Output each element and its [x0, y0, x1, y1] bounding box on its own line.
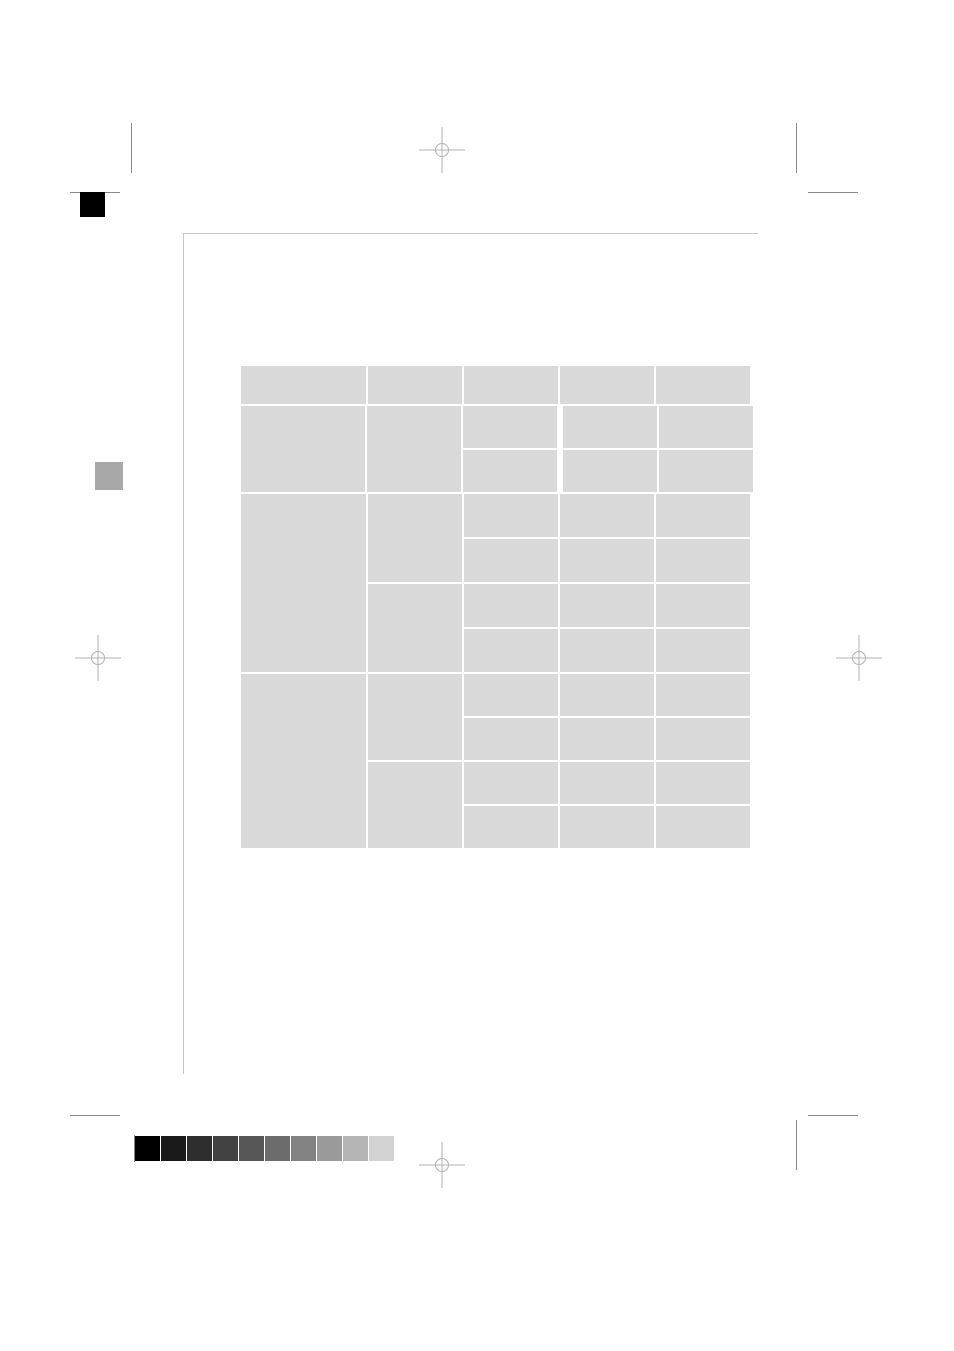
colorbar-swatch: [213, 1135, 239, 1162]
colorbar-swatch: [135, 1135, 161, 1162]
table-cell: [560, 629, 654, 672]
colorbar-swatch: [265, 1135, 291, 1162]
table-cell: [464, 718, 558, 760]
crop-tick: [796, 123, 797, 173]
table-row: [241, 366, 753, 404]
table-cell: [656, 539, 750, 582]
grayscale-colorbar: [134, 1135, 395, 1162]
crop-tick: [796, 1120, 797, 1170]
crop-tick: [131, 123, 132, 173]
table-cell: [656, 806, 750, 848]
table-cell: [241, 406, 365, 492]
table-cell: [464, 762, 558, 804]
table-cell: [368, 762, 462, 848]
table-cell: [560, 806, 654, 848]
colorbar-swatch: [317, 1135, 343, 1162]
table-cell: [464, 584, 558, 627]
colorbar-swatch: [161, 1135, 187, 1162]
table-cell: [464, 494, 558, 537]
colorbar-swatch: [239, 1135, 265, 1162]
table-cell: [560, 494, 654, 537]
table-cell: [368, 674, 462, 760]
crop-tick: [808, 1115, 858, 1116]
colorbar-swatch: [343, 1135, 369, 1162]
table-cell: [463, 450, 557, 492]
crop-tick: [808, 192, 858, 193]
table-cell: [656, 629, 750, 672]
table-cell: [367, 406, 461, 492]
table-cell: [560, 366, 654, 404]
table-cell: [241, 494, 366, 672]
registration-mark-right: [844, 643, 874, 673]
table-cell: [656, 494, 750, 537]
table-cell: [368, 584, 462, 672]
table-cell: [656, 762, 750, 804]
registration-mark-top: [427, 135, 457, 165]
gray-square-marker: [95, 462, 123, 490]
table-row: [241, 674, 753, 848]
table-cell: [560, 762, 654, 804]
table-cell: [463, 406, 557, 448]
table-cell: [241, 674, 366, 848]
table-cell: [659, 450, 753, 492]
table-cell: [656, 674, 750, 716]
table-cell: [464, 806, 558, 848]
table-cell: [563, 450, 657, 492]
colorbar-swatch: [187, 1135, 213, 1162]
table-cell: [464, 674, 558, 716]
table-cell: [368, 366, 462, 404]
template-table: [241, 366, 753, 848]
table-cell: [563, 406, 657, 448]
table-cell: [241, 366, 366, 404]
table-cell: [659, 406, 753, 448]
colorbar-swatch: [291, 1135, 317, 1162]
table-cell: [560, 718, 654, 760]
crop-tick: [70, 1115, 120, 1116]
table-cell: [464, 629, 558, 672]
table-cell: [656, 718, 750, 760]
table-cell: [368, 494, 462, 582]
table-cell: [560, 539, 654, 582]
colorbar-swatch: [369, 1135, 395, 1162]
table-cell: [464, 539, 558, 582]
black-square-marker: [80, 192, 105, 217]
table-cell: [656, 584, 750, 627]
table-cell: [560, 674, 654, 716]
table-row: [241, 494, 753, 672]
table-cell: [656, 366, 750, 404]
table-row: [241, 406, 753, 492]
table-cell: [560, 584, 654, 627]
registration-mark-bottom: [427, 1150, 457, 1180]
table-cell: [464, 366, 558, 404]
registration-mark-left: [83, 643, 113, 673]
